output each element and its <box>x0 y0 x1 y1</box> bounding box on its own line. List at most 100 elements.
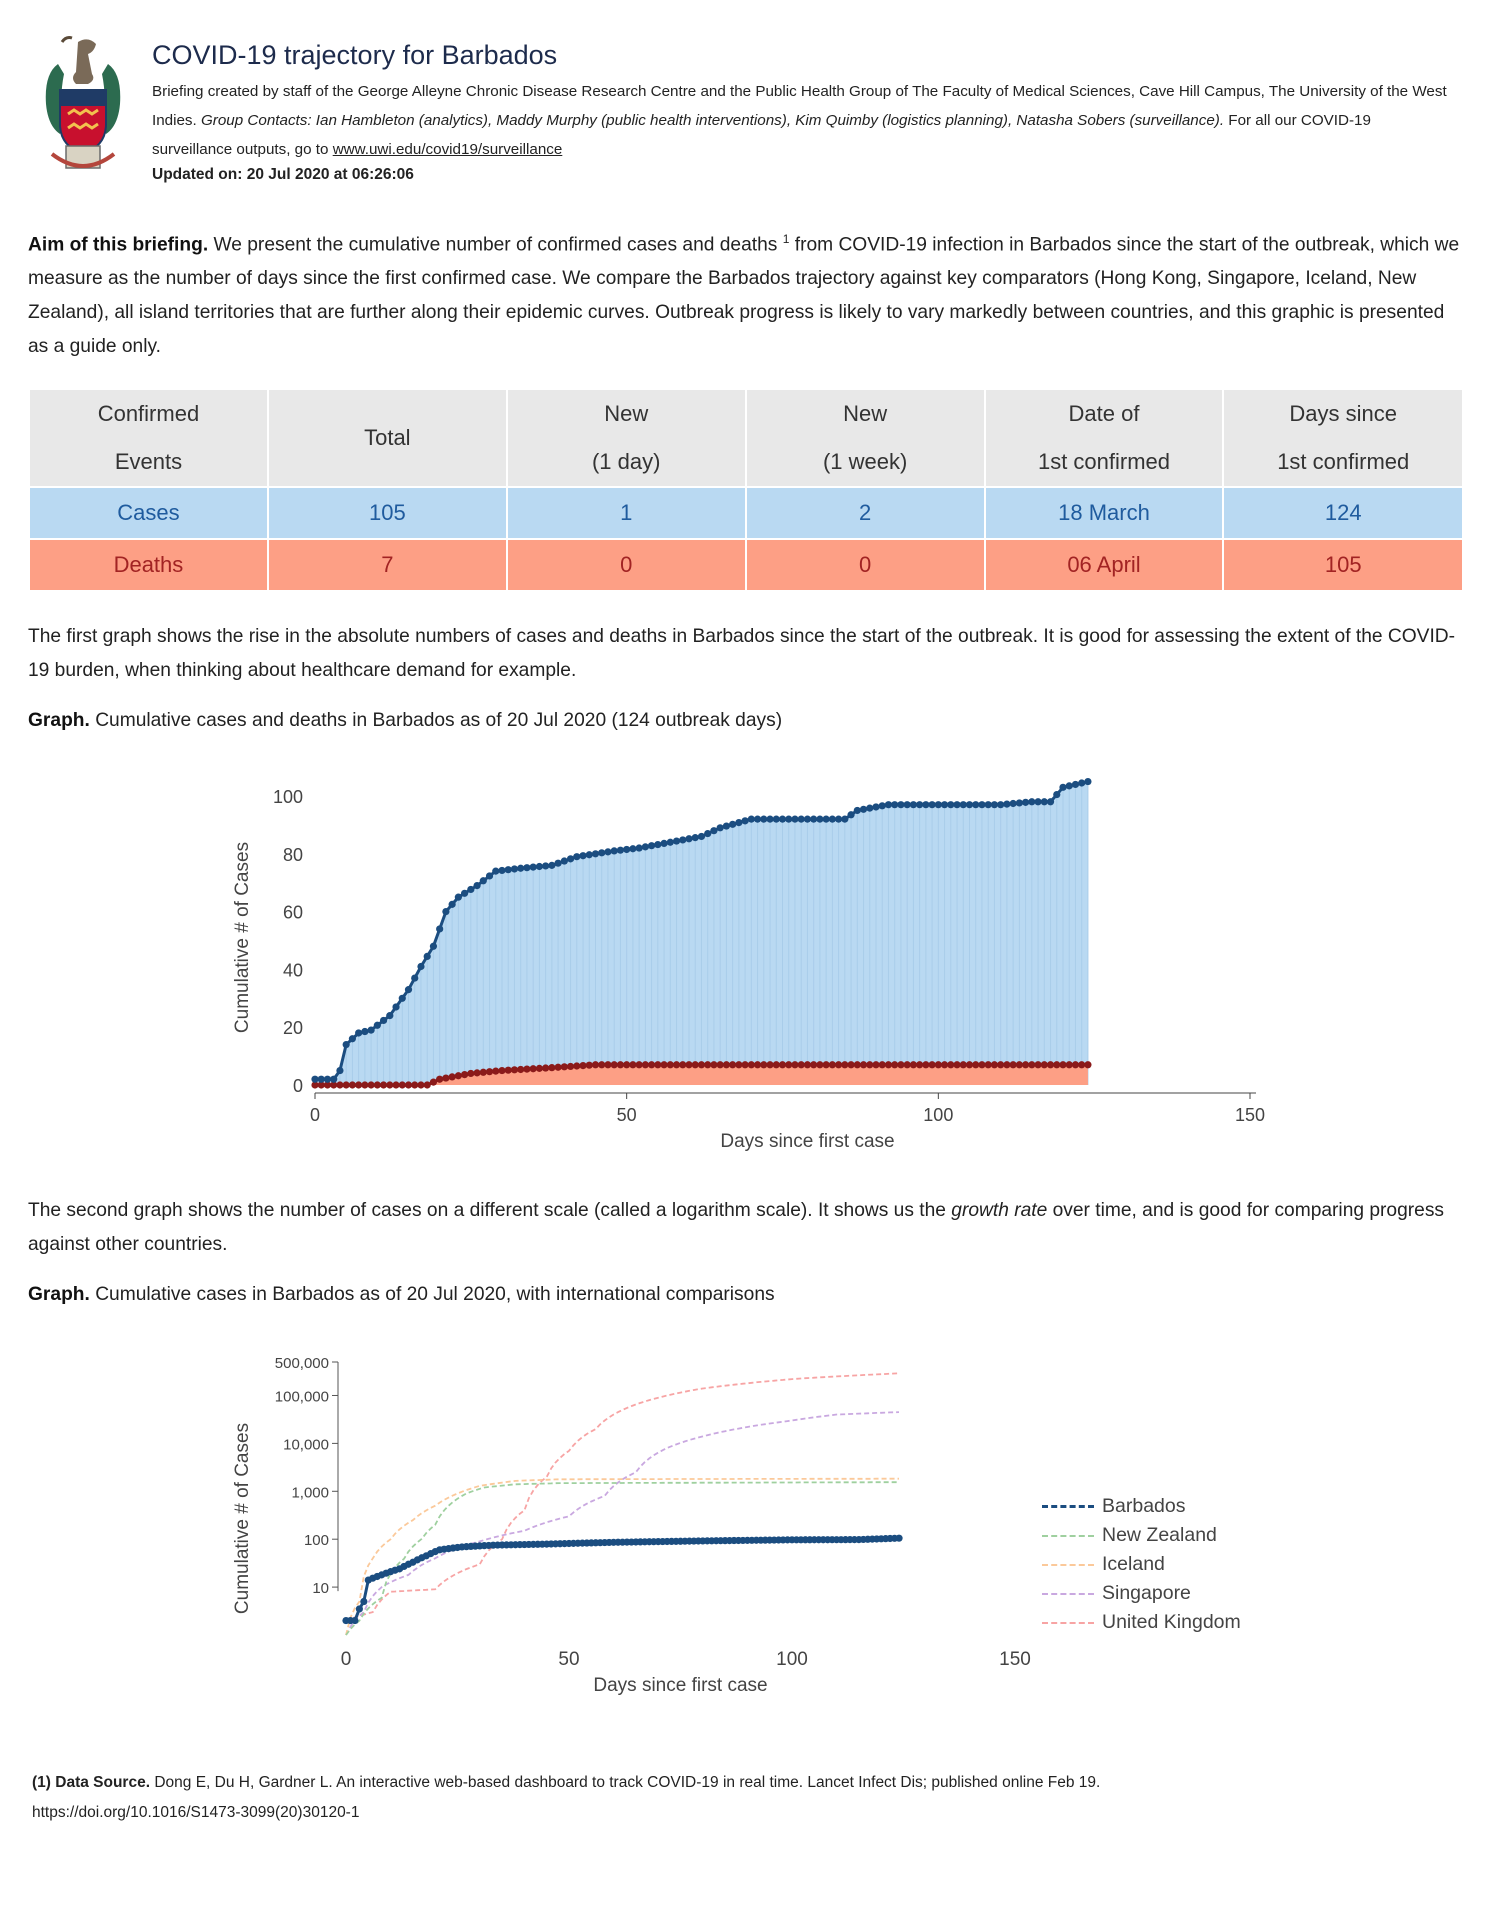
cases-point <box>810 815 818 823</box>
footnote-doi-link[interactable]: https://doi.org/10.1016/S1473-3099(20)30… <box>32 1804 360 1821</box>
singapore-line <box>345 1411 900 1636</box>
y-tick-label: 100 <box>273 787 303 807</box>
cases-point <box>311 1075 319 1083</box>
briefing-header: COVID-19 trajectory for Barbados Briefin… <box>152 40 1452 184</box>
surveillance-link[interactable]: www.uwi.edu/covid19/surveillance <box>332 141 563 158</box>
cases-point <box>760 815 768 823</box>
cases-point <box>1040 798 1048 806</box>
deaths-point <box>317 1081 325 1089</box>
cases-point <box>461 889 469 897</box>
comparison-legend: Barbados New Zealand Iceland Singapore Unite… <box>1042 1492 1241 1637</box>
cases-point <box>803 815 812 823</box>
log-comparison-chart-svg: 10 100 1,000 10,000 100,000 500,000 0 50 100 150 D… <box>232 1355 1031 1696</box>
deaths-point <box>641 1061 649 1069</box>
deaths-point <box>560 1063 568 1071</box>
deaths-point <box>853 1061 861 1069</box>
updated-timestamp: Updated on: 20 Jul 2020 at 06:26:06 <box>152 166 414 183</box>
cases-point <box>398 994 406 1002</box>
summary-table: Confirmed Events Total New (1 day) New (1 w… <box>28 388 1464 592</box>
cases-point <box>473 881 481 890</box>
cases-point <box>598 849 606 857</box>
x-tick-label: 150 <box>1235 1105 1265 1125</box>
deaths-point <box>1071 1061 1080 1069</box>
cases-point <box>947 801 955 809</box>
y-tick-label: 500,000 <box>275 1355 329 1372</box>
deaths-point <box>984 1061 992 1069</box>
legend-label: Barbados <box>1102 1495 1186 1517</box>
deaths-point <box>816 1061 824 1069</box>
university-crest-icon <box>45 36 121 169</box>
cases-point <box>679 836 687 844</box>
deaths-point <box>330 1081 338 1089</box>
deaths-point <box>891 1061 899 1069</box>
cases-point <box>323 1075 332 1083</box>
deaths-point <box>423 1081 431 1089</box>
cases-point <box>778 815 787 823</box>
cases-point <box>529 863 537 871</box>
graph2-caption-text: Cumulative cases in Barbados as of 20 Ju… <box>95 1284 775 1305</box>
cases-point <box>984 801 992 809</box>
cases-point <box>791 815 799 823</box>
legend-swatch <box>1042 1505 1094 1508</box>
cases-point <box>916 801 924 809</box>
cases-point <box>816 815 824 823</box>
aim-text-start: We present the cumulative number of conf… <box>213 234 778 256</box>
iceland-line <box>345 1477 899 1636</box>
cases-point <box>866 804 874 812</box>
deaths-point <box>691 1061 699 1069</box>
legend-item-singapore: Singapore <box>1042 1579 1241 1608</box>
legend-item-iceland: Iceland <box>1042 1550 1241 1579</box>
cases-point <box>1071 780 1080 789</box>
cases-point <box>479 877 487 885</box>
deaths-point <box>797 1061 805 1069</box>
byline-authors: Briefing created by staff of the George … <box>152 83 1447 129</box>
deaths-point <box>373 1081 381 1089</box>
cases-point <box>1003 800 1011 808</box>
cases-point <box>741 817 749 825</box>
cases-point <box>623 845 631 854</box>
cases-new-week: 2 <box>744 486 986 540</box>
y-tick-label: 80 <box>283 845 303 865</box>
deaths-point <box>404 1081 413 1089</box>
header-confirmed-events: Confirmed Events <box>28 388 269 488</box>
deaths-point <box>841 1061 849 1069</box>
cases-point <box>859 805 868 813</box>
deaths-point <box>1040 1061 1048 1069</box>
y-tick-label: 60 <box>283 903 303 923</box>
cases-point <box>753 815 762 823</box>
legend-label: Iceland <box>1102 1553 1165 1575</box>
deaths-point <box>436 1075 444 1083</box>
cases-point <box>604 848 612 856</box>
deaths-point <box>517 1065 525 1074</box>
cases-point <box>909 801 918 809</box>
cases-point <box>579 852 587 860</box>
y-tick-label: 10,000 <box>283 1436 329 1453</box>
cases-point <box>467 885 475 894</box>
deaths-point <box>1034 1061 1042 1069</box>
deaths-point <box>461 1070 469 1079</box>
graph1-caption-lead: Graph. <box>28 710 90 731</box>
cases-point <box>1028 798 1036 806</box>
graph1-caption: Graph. Cumulative cases and deaths in Ba… <box>28 710 782 732</box>
cases-point <box>616 846 625 854</box>
deaths-point <box>760 1061 768 1069</box>
cases-point <box>317 1075 325 1083</box>
deaths-point <box>878 1061 886 1069</box>
cases-point <box>355 1029 363 1037</box>
deaths-point <box>741 1061 749 1069</box>
briefing-byline: Briefing created by staff of the George … <box>152 77 1452 164</box>
cases-point <box>498 866 506 875</box>
cases-point <box>884 801 893 809</box>
y-tick-label: 100,000 <box>275 1388 329 1405</box>
cases-point <box>1078 779 1086 787</box>
deaths-point <box>747 1061 755 1069</box>
graph1-caption-text: Cumulative cases and deaths in Barbados … <box>95 710 783 731</box>
deaths-point <box>959 1061 967 1069</box>
united-kingdom-line <box>345 1372 900 1622</box>
deaths-point <box>766 1061 774 1069</box>
deaths-point <box>467 1069 475 1078</box>
x-tick-label: 100 <box>776 1649 808 1670</box>
deaths-point <box>623 1061 631 1069</box>
graph2-intro: The second graph shows the number of cas… <box>28 1194 1462 1262</box>
deaths-new-day: 0 <box>505 538 747 592</box>
